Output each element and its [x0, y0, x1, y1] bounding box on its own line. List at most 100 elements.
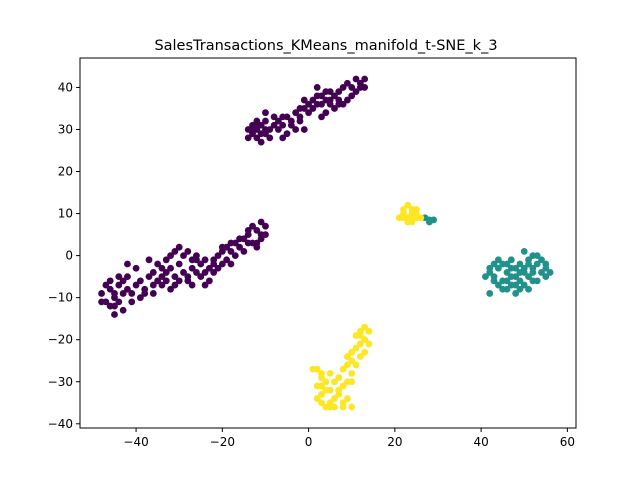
data-point: [348, 357, 356, 365]
data-point: [136, 277, 144, 285]
data-point: [193, 252, 200, 260]
data-point: [331, 92, 338, 100]
data-point: [257, 130, 265, 138]
data-point: [266, 134, 274, 142]
data-point: [162, 269, 170, 276]
y-tick-label: 40: [58, 80, 73, 94]
data-point: [516, 260, 524, 268]
data-point: [154, 260, 162, 268]
data-point: [111, 290, 118, 297]
data-point: [275, 126, 282, 133]
data-point: [262, 109, 269, 117]
data-point: [520, 281, 528, 289]
data-point: [352, 75, 360, 83]
chart-title: SalesTransactions_KMeans_manifold_t-SNE_…: [154, 38, 497, 54]
data-point: [318, 390, 325, 398]
y-tick-label: 0: [65, 249, 73, 263]
data-point: [175, 260, 183, 268]
data-point: [499, 285, 507, 293]
data-point: [335, 386, 343, 394]
data-point: [300, 126, 308, 133]
data-point: [223, 256, 231, 264]
data-point: [210, 260, 218, 268]
data-point: [106, 302, 114, 310]
data-point: [344, 96, 351, 104]
y-tick-label: 20: [58, 165, 73, 179]
data-point: [193, 269, 200, 276]
data-point: [525, 273, 532, 281]
data-point: [210, 269, 218, 276]
data-point: [516, 285, 524, 293]
data-point: [188, 264, 196, 272]
data-point: [124, 285, 131, 293]
data-point: [520, 248, 528, 255]
data-point: [119, 277, 127, 285]
data-point: [507, 281, 515, 289]
y-tick-label: 30: [58, 122, 73, 136]
data-point: [149, 281, 157, 289]
data-point: [352, 88, 360, 96]
data-point: [292, 126, 300, 133]
data-point: [119, 290, 127, 297]
data-point: [296, 117, 304, 125]
data-point: [313, 84, 321, 91]
data-point: [292, 109, 300, 117]
data-point: [253, 121, 261, 129]
data-point: [542, 273, 550, 281]
x-tick-label: −20: [210, 435, 235, 449]
data-point: [305, 109, 312, 117]
x-tick-label: 40: [473, 435, 488, 449]
data-point: [322, 386, 330, 394]
data-point: [331, 378, 338, 386]
data-point: [249, 222, 256, 230]
data-point: [326, 403, 334, 411]
data-point: [158, 273, 166, 281]
data-point: [361, 84, 369, 91]
data-point: [257, 235, 265, 243]
x-tick-label: −40: [123, 435, 148, 449]
data-point: [197, 260, 205, 268]
data-point: [244, 134, 252, 142]
data-point: [249, 128, 256, 135]
data-point: [512, 290, 520, 297]
data-point: [482, 273, 489, 281]
data-point: [158, 264, 166, 272]
data-point: [326, 96, 334, 104]
data-point: [167, 264, 174, 272]
data-point: [352, 361, 360, 369]
data-point: [180, 269, 187, 276]
data-point: [257, 138, 265, 146]
data-point: [115, 298, 123, 306]
data-point: [262, 222, 269, 230]
x-axis: −40 −20 0 20 40 60: [123, 428, 575, 449]
data-point: [128, 298, 136, 306]
plot-area-frame: [79, 57, 577, 429]
data-point: [425, 218, 433, 226]
data-point: [214, 264, 222, 272]
data-point: [218, 260, 226, 268]
data-point: [283, 130, 291, 138]
data-point: [525, 260, 532, 268]
data-point: [356, 340, 364, 348]
data-point: [188, 281, 196, 289]
data-point: [486, 290, 494, 297]
data-point: [348, 403, 356, 411]
data-point: [533, 260, 541, 268]
data-point: [309, 105, 317, 112]
data-point: [538, 256, 545, 264]
data-point: [413, 205, 420, 213]
data-point: [318, 369, 325, 377]
data-point: [348, 348, 356, 356]
data-point: [339, 382, 347, 390]
data-point: [231, 252, 239, 260]
data-point: [240, 248, 248, 255]
data-point: [335, 88, 343, 96]
y-tick-label: −10: [48, 291, 73, 305]
data-point: [512, 273, 520, 281]
data-point: [348, 84, 356, 91]
data-point: [361, 75, 369, 83]
data-point: [132, 264, 140, 272]
data-point: [128, 290, 136, 297]
data-point: [253, 134, 261, 142]
data-point: [533, 277, 541, 285]
